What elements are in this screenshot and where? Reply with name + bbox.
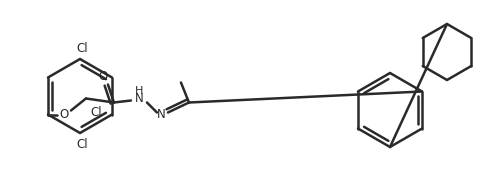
Text: Cl: Cl (90, 106, 102, 119)
Text: Cl: Cl (76, 41, 88, 55)
Text: N: N (157, 108, 165, 121)
Text: O: O (98, 70, 108, 83)
Text: H: H (135, 85, 143, 95)
Text: N: N (135, 92, 143, 105)
Text: O: O (59, 108, 69, 121)
Text: Cl: Cl (76, 138, 88, 151)
